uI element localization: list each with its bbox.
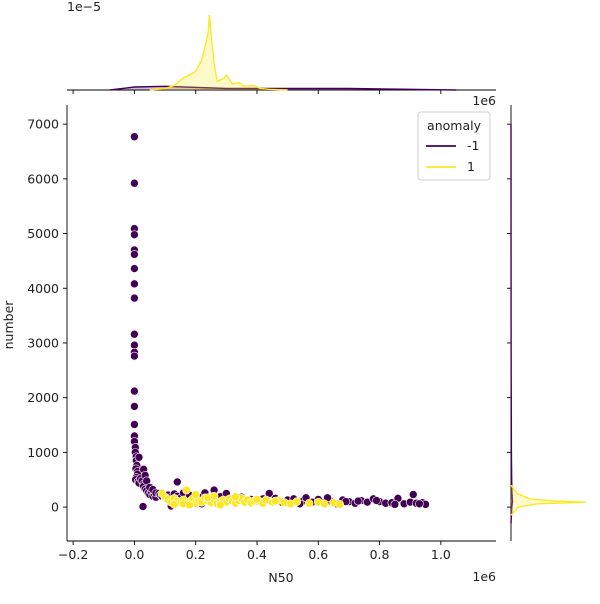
y-axis-label: number: [1, 300, 16, 350]
data-point-anomaly-neg1: [130, 340, 139, 350]
data-point-anomaly-neg1: [130, 250, 139, 259]
data-point-anomaly-pos1: [191, 490, 200, 499]
y-tick-label: 5000: [27, 226, 59, 241]
data-point-anomaly-neg1: [130, 279, 139, 289]
x-tick-label: 0.8: [370, 547, 390, 562]
data-point-anomaly-neg1: [130, 386, 139, 396]
data-point-anomaly-pos1: [292, 497, 302, 506]
data-point-anomaly-neg1: [130, 293, 139, 303]
y-offset-label: 1e6: [472, 93, 496, 108]
y-tick-label: 6000: [27, 171, 59, 186]
x-tick-label: 0.4: [247, 547, 267, 562]
y-tick-label: 3000: [27, 335, 59, 350]
top-marginal-offset-label: 1e−5: [67, 0, 101, 14]
top-density-line-neg1: [109, 85, 457, 91]
data-point-anomaly-pos1: [304, 498, 314, 508]
y-tick-label: 1000: [27, 445, 59, 460]
right-density-line-neg1: [510, 124, 514, 524]
right-density-line-pos1: [510, 484, 587, 516]
data-point-anomaly-pos1: [252, 495, 262, 504]
data-point-anomaly-neg1: [134, 453, 144, 462]
y-tick-label: 7000: [27, 117, 59, 132]
x-tick-label: −0.2: [58, 547, 88, 562]
x-tick-label: 1.0: [431, 547, 451, 562]
x-axis-label: N50: [268, 570, 293, 585]
data-point-anomaly-neg1: [130, 178, 139, 188]
x-tick-label: 0.2: [186, 547, 206, 562]
axes: −0.2 0.0 0.2 0.4 0.6 0.8 1.0 0 1000 2000 3000 4000 5…: [27, 105, 496, 562]
y-tick-label: 4000: [27, 281, 59, 296]
legend-label-neg1: -1: [467, 138, 479, 153]
data-point-anomaly-neg1: [130, 264, 139, 273]
data-point-anomaly-pos1: [169, 500, 179, 509]
data-point-anomaly-neg1: [130, 230, 139, 239]
data-point-anomaly-pos1: [209, 491, 219, 501]
right-density-fill-pos1: [511, 485, 586, 516]
data-point-anomaly-pos1: [320, 499, 329, 509]
scatter-points: [130, 132, 430, 511]
legend: anomaly -1 1: [417, 111, 491, 181]
y-tick-label: 0: [51, 500, 59, 515]
data-point-anomaly-neg1: [408, 490, 418, 499]
data-point-anomaly-neg1: [372, 496, 381, 505]
top-density-fill-pos1: [149, 15, 288, 90]
data-point-anomaly-neg1: [138, 502, 148, 511]
x-offset-label: 1e6: [472, 569, 496, 584]
legend-label-pos1: 1: [467, 159, 475, 174]
data-point-anomaly-pos1: [215, 500, 225, 510]
data-point-anomaly-pos1: [335, 500, 345, 509]
data-point-anomaly-pos1: [185, 500, 194, 510]
top-marginal-density: [67, 14, 496, 94]
data-point-anomaly-neg1: [130, 351, 139, 361]
legend-title: anomaly: [427, 118, 482, 133]
data-point-anomaly-neg1: [130, 329, 139, 339]
main-scatter-plot: −0.2 0.0 0.2 0.4 0.6 0.8 1.0 0 1000 2000 3000 4000 5…: [27, 105, 496, 562]
data-point-anomaly-pos1: [182, 485, 191, 495]
x-tick-label: 0.6: [308, 547, 328, 562]
x-tick-label: 0.0: [124, 547, 144, 562]
data-point-anomaly-neg1: [130, 132, 139, 142]
y-tick-label: 2000: [27, 390, 59, 405]
data-point-anomaly-pos1: [271, 496, 280, 506]
data-point-anomaly-neg1: [415, 499, 424, 509]
data-point-anomaly-neg1: [173, 477, 182, 487]
data-point-anomaly-neg1: [353, 496, 363, 506]
data-point-anomaly-neg1: [130, 402, 139, 411]
data-point-anomaly-pos1: [231, 492, 240, 501]
data-point-anomaly-neg1: [130, 420, 139, 429]
top-density-line-pos1: [149, 14, 288, 91]
right-marginal-density: [507, 105, 587, 541]
data-point-anomaly-neg1: [390, 500, 400, 509]
